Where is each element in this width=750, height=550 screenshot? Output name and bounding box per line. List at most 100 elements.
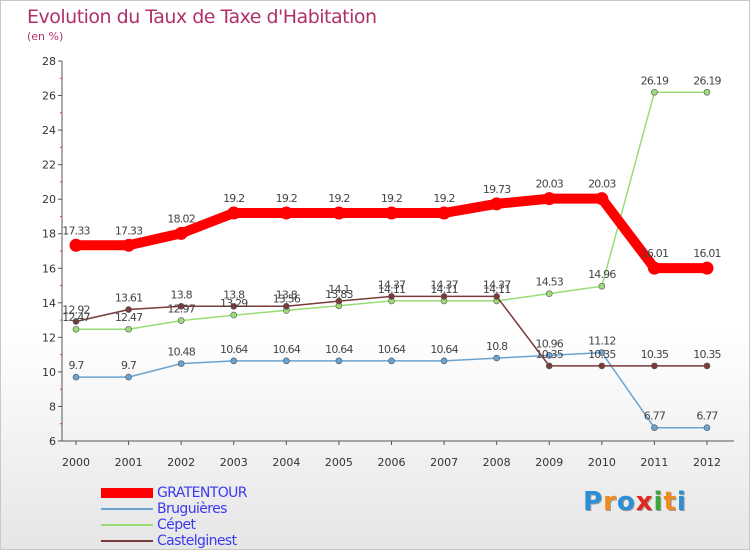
data-point-bruguieres [703, 424, 711, 432]
data-label-castelginest: 10.35 [588, 348, 616, 361]
data-point-cepet [703, 88, 711, 96]
data-label-castelginest: 10.35 [536, 348, 564, 361]
data-label-castelginest: 14.37 [378, 278, 406, 291]
data-point-cepet [651, 88, 658, 96]
data-point-bruguieres [230, 357, 238, 365]
data-point-castelginest [545, 362, 553, 370]
y-tick-label: 20 [42, 193, 56, 206]
data-point-bruguieres [335, 357, 343, 365]
proxiti-logo: Proxiti [583, 487, 687, 517]
data-label-bruguieres: 9.7 [68, 359, 84, 372]
x-tick-label: 2001 [115, 456, 143, 469]
data-label-bruguieres: 10.8 [486, 340, 508, 353]
data-point-castelginest [230, 302, 238, 310]
data-label-bruguieres: 10.64 [220, 343, 248, 356]
logo-letter: i [676, 487, 687, 517]
data-label-gratentour: 17.33 [115, 224, 143, 237]
data-label-castelginest: 14.37 [483, 278, 511, 291]
data-label-castelginest: 10.35 [641, 348, 669, 361]
y-tick-label: 26 [42, 90, 56, 103]
data-label-gratentour: 17.33 [62, 224, 90, 237]
x-tick-label: 2007 [430, 456, 458, 469]
data-label-castelginest: 14.1 [328, 283, 349, 296]
data-point-gratentour [490, 197, 504, 211]
x-tick-label: 2000 [62, 456, 90, 469]
y-tick-label: 24 [42, 124, 56, 137]
data-label-bruguieres: 6.77 [696, 410, 718, 423]
data-label-cepet: 14.96 [588, 268, 616, 281]
y-tick-label: 6 [49, 435, 56, 448]
data-label-castelginest: 10.35 [693, 348, 721, 361]
data-label-gratentour: 16.01 [641, 247, 669, 260]
y-tick-label: 14 [42, 297, 56, 310]
data-label-castelginest: 13.8 [223, 288, 245, 301]
x-tick-label: 2003 [220, 456, 248, 469]
data-point-cepet [230, 311, 238, 319]
y-tick-label: 16 [42, 262, 56, 275]
y-tick-label: 28 [42, 55, 56, 68]
x-tick-label: 2009 [535, 456, 563, 469]
data-label-cepet: 12.97 [167, 303, 195, 316]
data-label-bruguieres: 10.96 [536, 337, 564, 350]
logo-letter: P [583, 487, 604, 517]
data-point-castelginest [598, 362, 606, 370]
data-point-gratentour [437, 206, 451, 220]
data-label-bruguieres: 10.64 [273, 343, 301, 356]
data-point-castelginest [440, 293, 448, 300]
legend-label: Castelginest [157, 533, 237, 549]
data-label-cepet: 26.19 [641, 74, 669, 87]
legend-swatch [101, 488, 153, 498]
data-label-cepet: 12.47 [62, 311, 90, 324]
data-point-bruguieres [177, 360, 185, 367]
data-label-gratentour: 18.02 [167, 212, 195, 225]
data-label-gratentour: 20.03 [588, 178, 616, 191]
data-point-castelginest [651, 362, 658, 370]
data-point-bruguieres [545, 352, 553, 359]
data-point-bruguieres [493, 354, 500, 362]
data-label-cepet: 14.53 [536, 276, 564, 289]
data-point-bruguieres [72, 373, 80, 381]
data-point-gratentour [700, 261, 714, 275]
chart-title: Evolution du Taux de Taxe d'Habitation [27, 6, 377, 28]
data-label-bruguieres: 10.48 [167, 346, 195, 359]
x-tick-label: 2006 [378, 456, 406, 469]
data-point-gratentour [385, 206, 398, 220]
data-point-castelginest [283, 302, 290, 310]
data-point-gratentour [174, 226, 188, 240]
data-point-castelginest [335, 297, 343, 305]
data-point-cepet [125, 325, 132, 333]
data-point-castelginest [703, 362, 711, 370]
y-tick-label: 22 [42, 159, 56, 172]
x-tick-label: 2008 [483, 456, 511, 469]
data-label-cepet: 13.83 [325, 288, 353, 301]
data-label-gratentour: 19.2 [276, 192, 297, 205]
data-label-bruguieres: 11.12 [588, 335, 616, 348]
data-point-bruguieres [125, 373, 132, 381]
data-point-bruguieres [283, 357, 290, 365]
data-point-castelginest [388, 293, 395, 300]
data-point-bruguieres [440, 357, 448, 365]
data-point-cepet [72, 325, 80, 333]
data-point-bruguieres [651, 424, 658, 432]
data-label-cepet: 14.11 [378, 283, 406, 296]
data-label-cepet: 14.11 [483, 283, 511, 296]
data-point-gratentour [122, 238, 136, 252]
data-label-gratentour: 20.03 [536, 178, 564, 191]
data-point-castelginest [72, 318, 80, 325]
data-label-cepet: 26.19 [693, 74, 721, 87]
data-label-castelginest: 12.92 [62, 303, 90, 316]
data-label-cepet: 12.47 [115, 311, 143, 324]
data-label-gratentour: 19.2 [223, 192, 244, 205]
legend-label: Bruguières [157, 501, 227, 517]
data-point-cepet [177, 317, 185, 324]
data-label-bruguieres: 10.64 [430, 343, 458, 356]
data-point-gratentour [647, 261, 661, 275]
logo-letter: o [616, 487, 636, 517]
legend-label: Cépet [157, 517, 196, 533]
data-point-bruguieres [598, 349, 606, 356]
data-label-cepet: 13.29 [220, 297, 248, 310]
data-label-bruguieres: 6.77 [644, 410, 666, 423]
data-label-castelginest: 14.37 [430, 278, 458, 291]
